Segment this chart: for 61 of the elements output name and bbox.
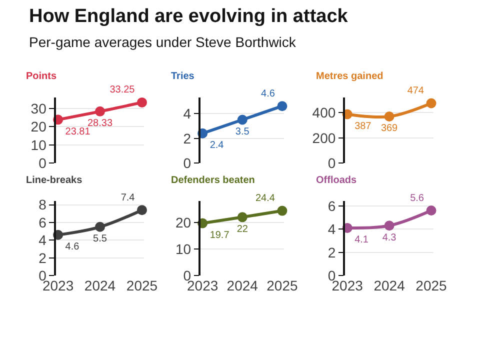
data-label: 5.5 xyxy=(93,234,108,245)
data-label: 4.6 xyxy=(65,242,80,253)
y-tick-label: 8 xyxy=(38,196,47,213)
data-label: 5.6 xyxy=(410,192,424,204)
y-tick-label: 400 xyxy=(312,104,336,120)
y-tick-label: 20 xyxy=(30,118,47,135)
data-label: 387 xyxy=(354,120,372,132)
data-label: 4.6 xyxy=(261,88,276,100)
chart-title: Points xyxy=(26,71,57,82)
y-tick-label: 0 xyxy=(183,155,192,172)
point xyxy=(136,97,147,108)
y-tick-label: 2 xyxy=(38,250,47,266)
point xyxy=(136,205,147,216)
data-label: 369 xyxy=(380,123,398,134)
text: How England are evolving in attack xyxy=(29,6,348,27)
x-tick-label: 2025 xyxy=(416,278,448,294)
y-tick-label: 10 xyxy=(175,240,192,257)
chart-title: Offloads xyxy=(316,175,357,186)
chart-title: Defenders beaten xyxy=(171,175,255,186)
text: Per-game averages under Steve Borthwick xyxy=(29,34,297,50)
y-tick-label: 10 xyxy=(30,136,47,153)
point xyxy=(384,220,394,231)
y-tick-label: 6 xyxy=(328,198,336,214)
chart-title: Metres gained xyxy=(316,71,384,82)
y-tick-label: 4 xyxy=(38,232,47,248)
y-tick-label: 20 xyxy=(175,214,192,230)
point xyxy=(95,222,106,232)
data-label: 24.4 xyxy=(255,193,276,204)
point xyxy=(426,98,436,108)
data-label: 19.7 xyxy=(210,230,230,242)
y-tick-label: 0 xyxy=(328,155,336,172)
y-tick-label: 200 xyxy=(312,130,336,146)
data-label: 3.5 xyxy=(235,126,250,138)
x-tick-label: 2024 xyxy=(374,278,406,294)
chart-title: Tries xyxy=(171,71,195,82)
point xyxy=(426,206,436,216)
data-label: 7.4 xyxy=(120,192,136,204)
data-label: 33.25 xyxy=(110,84,136,96)
data-label: 474 xyxy=(407,85,424,96)
point xyxy=(277,101,288,112)
x-tick-label: 2024 xyxy=(226,278,258,294)
y-tick-label: 2 xyxy=(183,130,192,146)
data-label: 4.3 xyxy=(382,232,397,244)
point xyxy=(384,112,394,122)
chart-title: Line-breaks xyxy=(26,175,83,186)
x-tick-label: 2025 xyxy=(126,278,158,294)
data-label: 2.4 xyxy=(210,140,224,152)
data-label: 4.1 xyxy=(354,234,369,246)
x-tick-label: 2025 xyxy=(266,278,298,294)
point xyxy=(277,206,288,216)
y-tick-label: 6 xyxy=(38,214,47,230)
point xyxy=(237,212,248,222)
x-tick-label: 2024 xyxy=(84,278,116,294)
y-tick-label: 4 xyxy=(328,221,336,238)
point xyxy=(95,106,106,116)
y-tick-label: 30 xyxy=(30,100,47,116)
y-tick-label: 2 xyxy=(328,244,336,260)
y-tick-label: 0 xyxy=(38,155,47,172)
point xyxy=(237,114,248,125)
data-label: 22 xyxy=(236,224,248,235)
y-tick-label: 4 xyxy=(183,105,192,122)
